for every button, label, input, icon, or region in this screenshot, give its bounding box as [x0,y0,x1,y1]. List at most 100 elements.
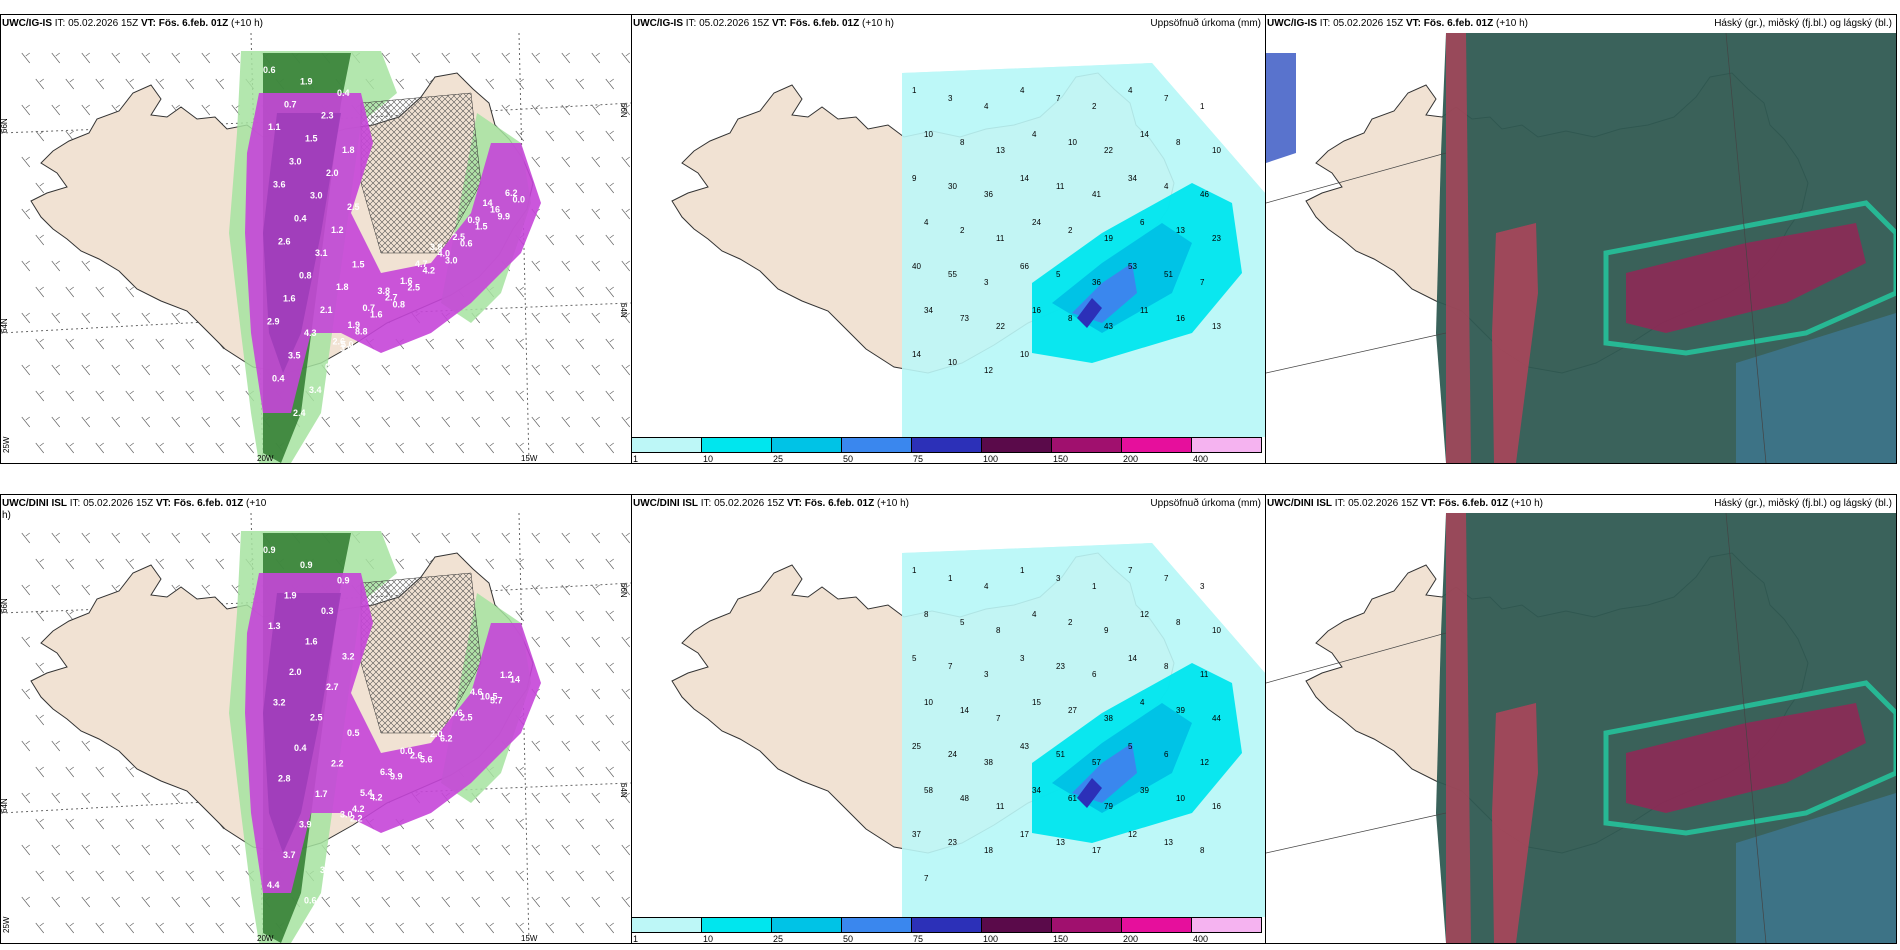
precip-value-label: 0.7 [284,99,297,109]
wind-barb [605,390,615,402]
lat-line [1,782,631,814]
wind-barb [215,442,225,454]
accum-value-label: 17 [1020,830,1029,839]
colorbar-tick: 75 [913,934,924,944]
wind-barb [621,260,631,272]
wind-barb [441,364,451,376]
precip-value-label: 2.6 [410,750,423,760]
wind-barb [575,234,585,246]
wind-barb [155,442,165,454]
wind-barb [185,818,195,830]
snow-core [263,113,341,373]
wind-barb [605,558,615,570]
wind-barb [111,792,121,804]
cloud-panel-bottom: UWC/DINI ISL IT: 05.02.2026 15Z VT: Fös.… [1265,494,1897,944]
wind-barb [531,260,541,272]
wind-barb [201,844,211,856]
wind-barb [575,130,585,142]
lat-label-right: 64N [619,303,628,318]
wind-barb [81,844,91,856]
wind-barb [515,818,525,830]
colorbar-tick: 100 [983,454,999,464]
accum-value-label: 40 [912,262,921,271]
accum-value-label: 24 [1032,218,1041,227]
accum-value-label: 66 [1020,262,1029,271]
accum-value-label: 10 [1020,350,1029,359]
wind-barb [35,442,45,454]
high-cloud-streak [1626,703,1866,813]
wind-barb [501,364,511,376]
precip-value-label: 9.9 [498,211,511,221]
accum-value-label: 43 [1104,322,1113,331]
wind-barb [471,364,481,376]
wind-barb [591,208,601,220]
wind-barb [531,312,541,324]
high-cloud-band [1492,223,1538,463]
wind-barb [185,442,195,454]
wind-barb [125,286,135,298]
precip-value-label: 3.0 [310,191,323,201]
wind-barb [621,52,631,64]
wind-barb [485,870,495,882]
precip-value-label: 2.9 [267,316,280,326]
wind-barb [245,922,255,934]
wind-barb [545,818,555,830]
accum-panel-bottom: UWC/DINI ISL IT: 05.02.2026 15Z VT: Fös.… [631,494,1266,944]
accum-value-label: 3 [1020,654,1025,663]
precip-value-label: 0.6 [450,708,463,718]
wind-barb [501,532,511,544]
precip-value-label: 1.6 [336,835,349,845]
wind-barb [365,442,375,454]
precip-value-label: 4.4 [267,880,280,890]
precip-value-label: 4.2 [352,804,365,814]
accum-value-label: 5 [1128,742,1133,751]
colorbar-tick: 50 [843,454,854,464]
wind-barb [605,870,615,882]
precip-value-label: 0.3 [325,362,338,372]
wind-barb [455,390,465,402]
wind-barb [171,312,181,324]
accum-value-label: 16 [1032,306,1041,315]
precip-value-label: 1.9 [348,320,361,330]
wind-barb [531,636,541,648]
wind-barb [201,584,211,596]
accum-value-label: 7 [1200,278,1205,287]
wind-barb [591,532,601,544]
accum-value-label: 8 [1164,662,1169,671]
wind-barb [155,338,165,350]
wind-barb [561,52,571,64]
accum-value-label: 1 [1092,582,1097,591]
panel-title: Háský (gr.), miðský (fj.bl.) og lágský (… [1714,498,1892,509]
wind-barb [441,844,451,856]
value-labels: 1141317738584291281057332361481110147152… [912,566,1221,883]
wind-barb [621,104,631,116]
colorbar-cell [702,917,772,933]
wind-barb [591,156,601,168]
wind-barb [621,896,631,908]
wind-barb [141,364,151,376]
wind-barb [605,662,615,674]
accum-value-label: 16 [1212,802,1221,811]
wind-barb [201,896,211,908]
accum-value-label: 1 [912,566,917,575]
precip-value-label: 1.2 [331,225,344,235]
accum-value-label: 1 [912,86,917,95]
wind-barb [95,390,105,402]
wind-barb [21,896,31,908]
wind-barb [411,416,421,428]
wind-barb [111,896,121,908]
precip-value-label: 2.6 [333,337,346,347]
panel-header: UWC/IG-IS IT: 05.02.2026 15Z VT: Fös. 6.… [2,18,263,29]
accum-value-label: 19 [1104,234,1113,243]
wind-barb [575,390,585,402]
lat-label: 64N [1,798,9,813]
wind-barb [305,442,315,454]
wind-barb [365,922,375,934]
accum-value-label: 27 [1068,706,1077,715]
accum-value-label: 23 [1056,662,1065,671]
wind-barb [621,312,631,324]
wind-barb [545,390,555,402]
colorbar-tick: 150 [1053,454,1069,464]
value-labels: 0.61.90.40.72.31.11.51.83.02.03.63.02.50… [263,65,525,418]
wind-barb [575,610,585,622]
